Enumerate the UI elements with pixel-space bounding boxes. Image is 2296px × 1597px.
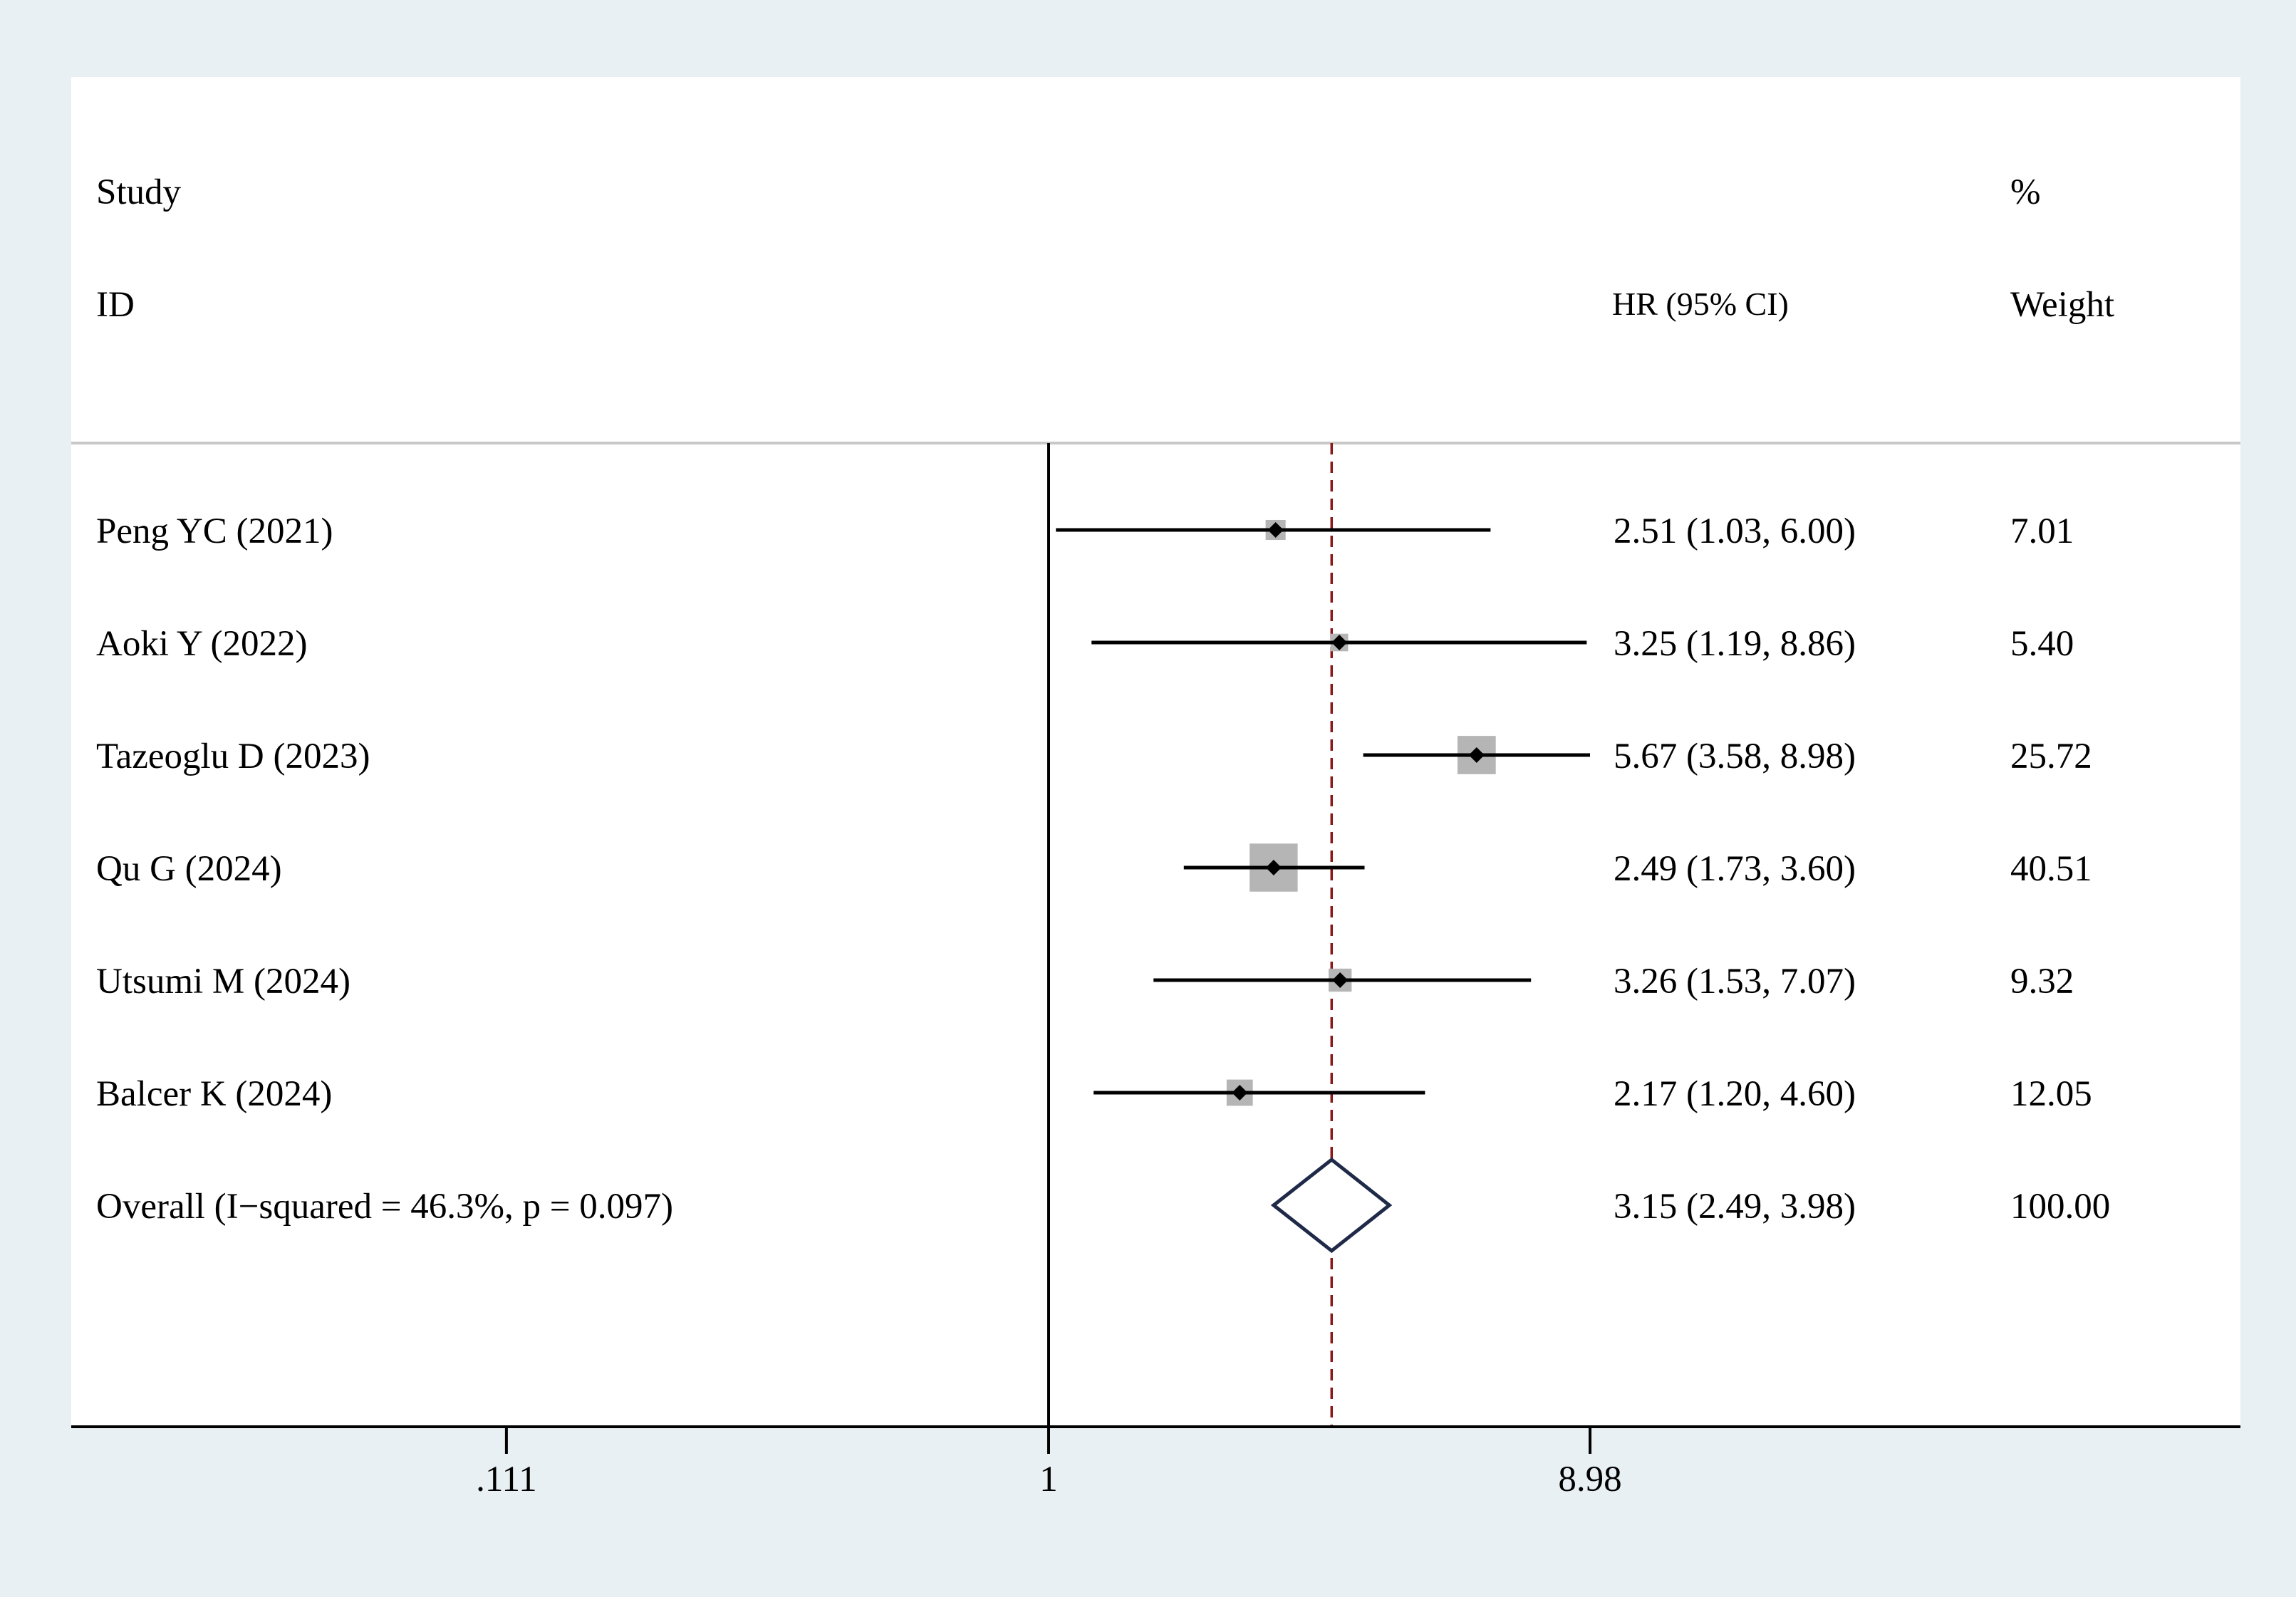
- study-label: Balcer K (2024): [96, 1074, 332, 1114]
- weight-value: 40.51: [2010, 849, 2092, 889]
- header-study: Study: [96, 172, 182, 212]
- hr-ci-value: 2.51 (1.03, 6.00): [1614, 511, 1856, 551]
- weight-value: 25.72: [2010, 737, 2092, 776]
- header-id: ID: [96, 285, 135, 325]
- point-estimate: [1332, 972, 1349, 988]
- weight-value: 5.40: [2010, 624, 2074, 664]
- header-weight: Weight: [2010, 285, 2114, 325]
- hr-ci-value: 2.17 (1.20, 4.60): [1614, 1074, 1856, 1114]
- study-label: Utsumi M (2024): [96, 962, 350, 1002]
- overall-diamond: [1270, 1157, 1393, 1254]
- overall-hr-ci-value: 3.15 (2.49, 3.98): [1614, 1187, 1856, 1227]
- overall-label: Overall (I−squared = 46.3%, p = 0.097): [96, 1187, 673, 1227]
- weight-value: 12.05: [2010, 1074, 2092, 1114]
- point-estimate: [1331, 635, 1348, 650]
- x-tick-label: 8.98: [1558, 1460, 1621, 1499]
- hr-ci-value: 3.26 (1.53, 7.07): [1614, 962, 1856, 1002]
- study-label: Peng YC (2021): [96, 511, 333, 551]
- point-estimate: [1232, 1085, 1248, 1101]
- weight-value: 9.32: [2010, 962, 2074, 1002]
- study-label: Tazeoglu D (2023): [96, 737, 370, 776]
- hr-ci-value: 2.49 (1.73, 3.60): [1614, 849, 1856, 889]
- x-tick-label: 1: [1039, 1460, 1058, 1499]
- study-label: Qu G (2024): [96, 849, 282, 889]
- point-estimate: [1267, 522, 1284, 538]
- point-estimate: [1468, 747, 1485, 763]
- hr-ci-value: 5.67 (3.58, 8.98): [1614, 737, 1856, 776]
- hr-ci-value: 3.25 (1.19, 8.86): [1614, 624, 1856, 664]
- header-hr-ci: HR (95% CI): [1612, 286, 1789, 322]
- point-estimate: [1265, 860, 1282, 875]
- overall-weight-value: 100.00: [2010, 1187, 2110, 1227]
- x-tick-label: .111: [476, 1460, 536, 1499]
- study-label: Aoki Y (2022): [96, 624, 308, 664]
- header-percent: %: [2010, 172, 2040, 212]
- weight-value: 7.01: [2010, 511, 2074, 551]
- plot-area: [71, 77, 2240, 1427]
